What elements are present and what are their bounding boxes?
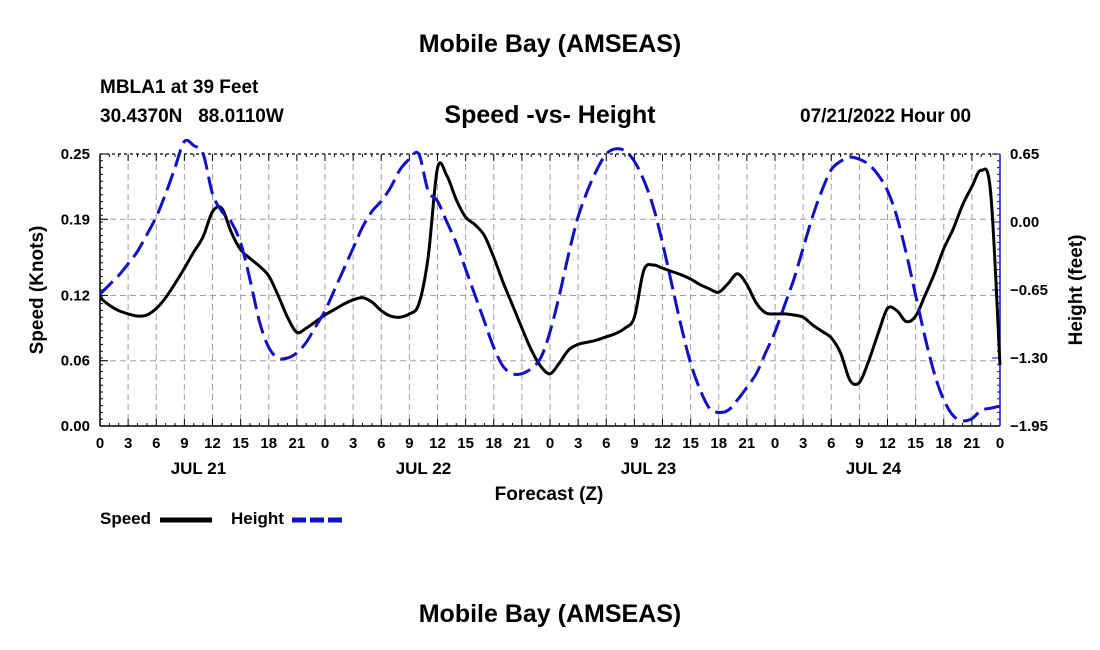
y-tick-label: 0.25 (61, 146, 90, 163)
x-tick-label: 12 (204, 435, 221, 452)
grid-lines (100, 154, 1000, 426)
axis-labels: 0 3 6 9 12 15 18 21 0 3 6 9 12 15 18 21 0 3 6 9 12 15 18 21 0 3 6 9… (61, 146, 1048, 478)
series-lines (98, 138, 1002, 423)
x-day-label: JUL 22 (396, 459, 451, 478)
y-tick-label: 0.06 (61, 353, 90, 370)
x-tick-label: 3 (799, 435, 807, 452)
x-tick-label: 21 (514, 435, 531, 452)
x-tick-label: 21 (739, 435, 756, 452)
series-line-speed (99, 161, 1002, 386)
y-tick-label: 0.00 (61, 418, 90, 435)
x-axis-title: Forecast (Z) (495, 484, 604, 505)
x-tick-label: 15 (457, 435, 474, 452)
y-axis-title: Speed (Knots) (27, 226, 48, 355)
station-label: MBLA1 at 39 Feet (100, 77, 259, 98)
y2-axis-title: Height (feet) (1066, 235, 1087, 346)
footer-title: Mobile Bay (AMSEAS) (418, 600, 682, 628)
x-tick-label: 9 (630, 435, 638, 452)
x-tick-label: 0 (996, 435, 1004, 452)
x-tick-label: 3 (124, 435, 132, 452)
y-tick-label: 0.12 (61, 287, 90, 304)
x-tick-label: 18 (485, 435, 502, 452)
x-tick-label: 9 (405, 435, 413, 452)
x-tick-label: 12 (654, 435, 671, 452)
forecast-datetime: 07/21/2022 Hour 00 (800, 106, 972, 127)
x-tick-label: 12 (429, 435, 446, 452)
y2-tick-label: −1.30 (1010, 350, 1048, 367)
x-tick-label: 21 (964, 435, 981, 452)
legend-height-label: Height (231, 509, 284, 528)
x-tick-label: 9 (855, 435, 863, 452)
chart-main-title: Mobile Bay (AMSEAS) (418, 30, 682, 58)
x-tick-label: 18 (710, 435, 727, 452)
station-coordinates: 30.4370N 88.0110W (100, 106, 284, 127)
axes (99, 153, 1001, 427)
x-tick-label: 15 (682, 435, 699, 452)
x-tick-label: 15 (232, 435, 249, 452)
x-tick-label: 6 (827, 435, 835, 452)
x-tick-label: 18 (260, 435, 277, 452)
chart-subtitle: Speed -vs- Height (444, 101, 656, 129)
x-tick-label: 6 (377, 435, 385, 452)
x-tick-label: 6 (602, 435, 610, 452)
x-tick-label: 3 (574, 435, 582, 452)
x-tick-label: 6 (152, 435, 160, 452)
y2-tick-label: −1.95 (1010, 418, 1048, 435)
x-tick-label: 0 (321, 435, 329, 452)
x-tick-label: 0 (546, 435, 554, 452)
x-tick-label: 21 (289, 435, 306, 452)
legend-speed-label: Speed (100, 509, 152, 528)
x-tick-label: 0 (96, 435, 104, 452)
series-line-height (98, 138, 1001, 423)
x-day-label: JUL 21 (171, 459, 226, 478)
x-tick-label: 12 (879, 435, 896, 452)
x-tick-label: 18 (935, 435, 952, 452)
x-day-label: JUL 23 (621, 459, 676, 478)
x-day-label: JUL 24 (846, 459, 902, 478)
x-tick-label: 3 (349, 435, 357, 452)
x-tick-label: 9 (180, 435, 188, 452)
x-tick-label: 0 (771, 435, 779, 452)
y-tick-label: 0.19 (61, 211, 90, 228)
x-tick-label: 15 (907, 435, 924, 452)
y2-tick-label: 0.65 (1010, 146, 1039, 163)
y2-tick-label: 0.00 (1010, 214, 1039, 231)
y2-tick-label: −0.65 (1010, 282, 1048, 299)
